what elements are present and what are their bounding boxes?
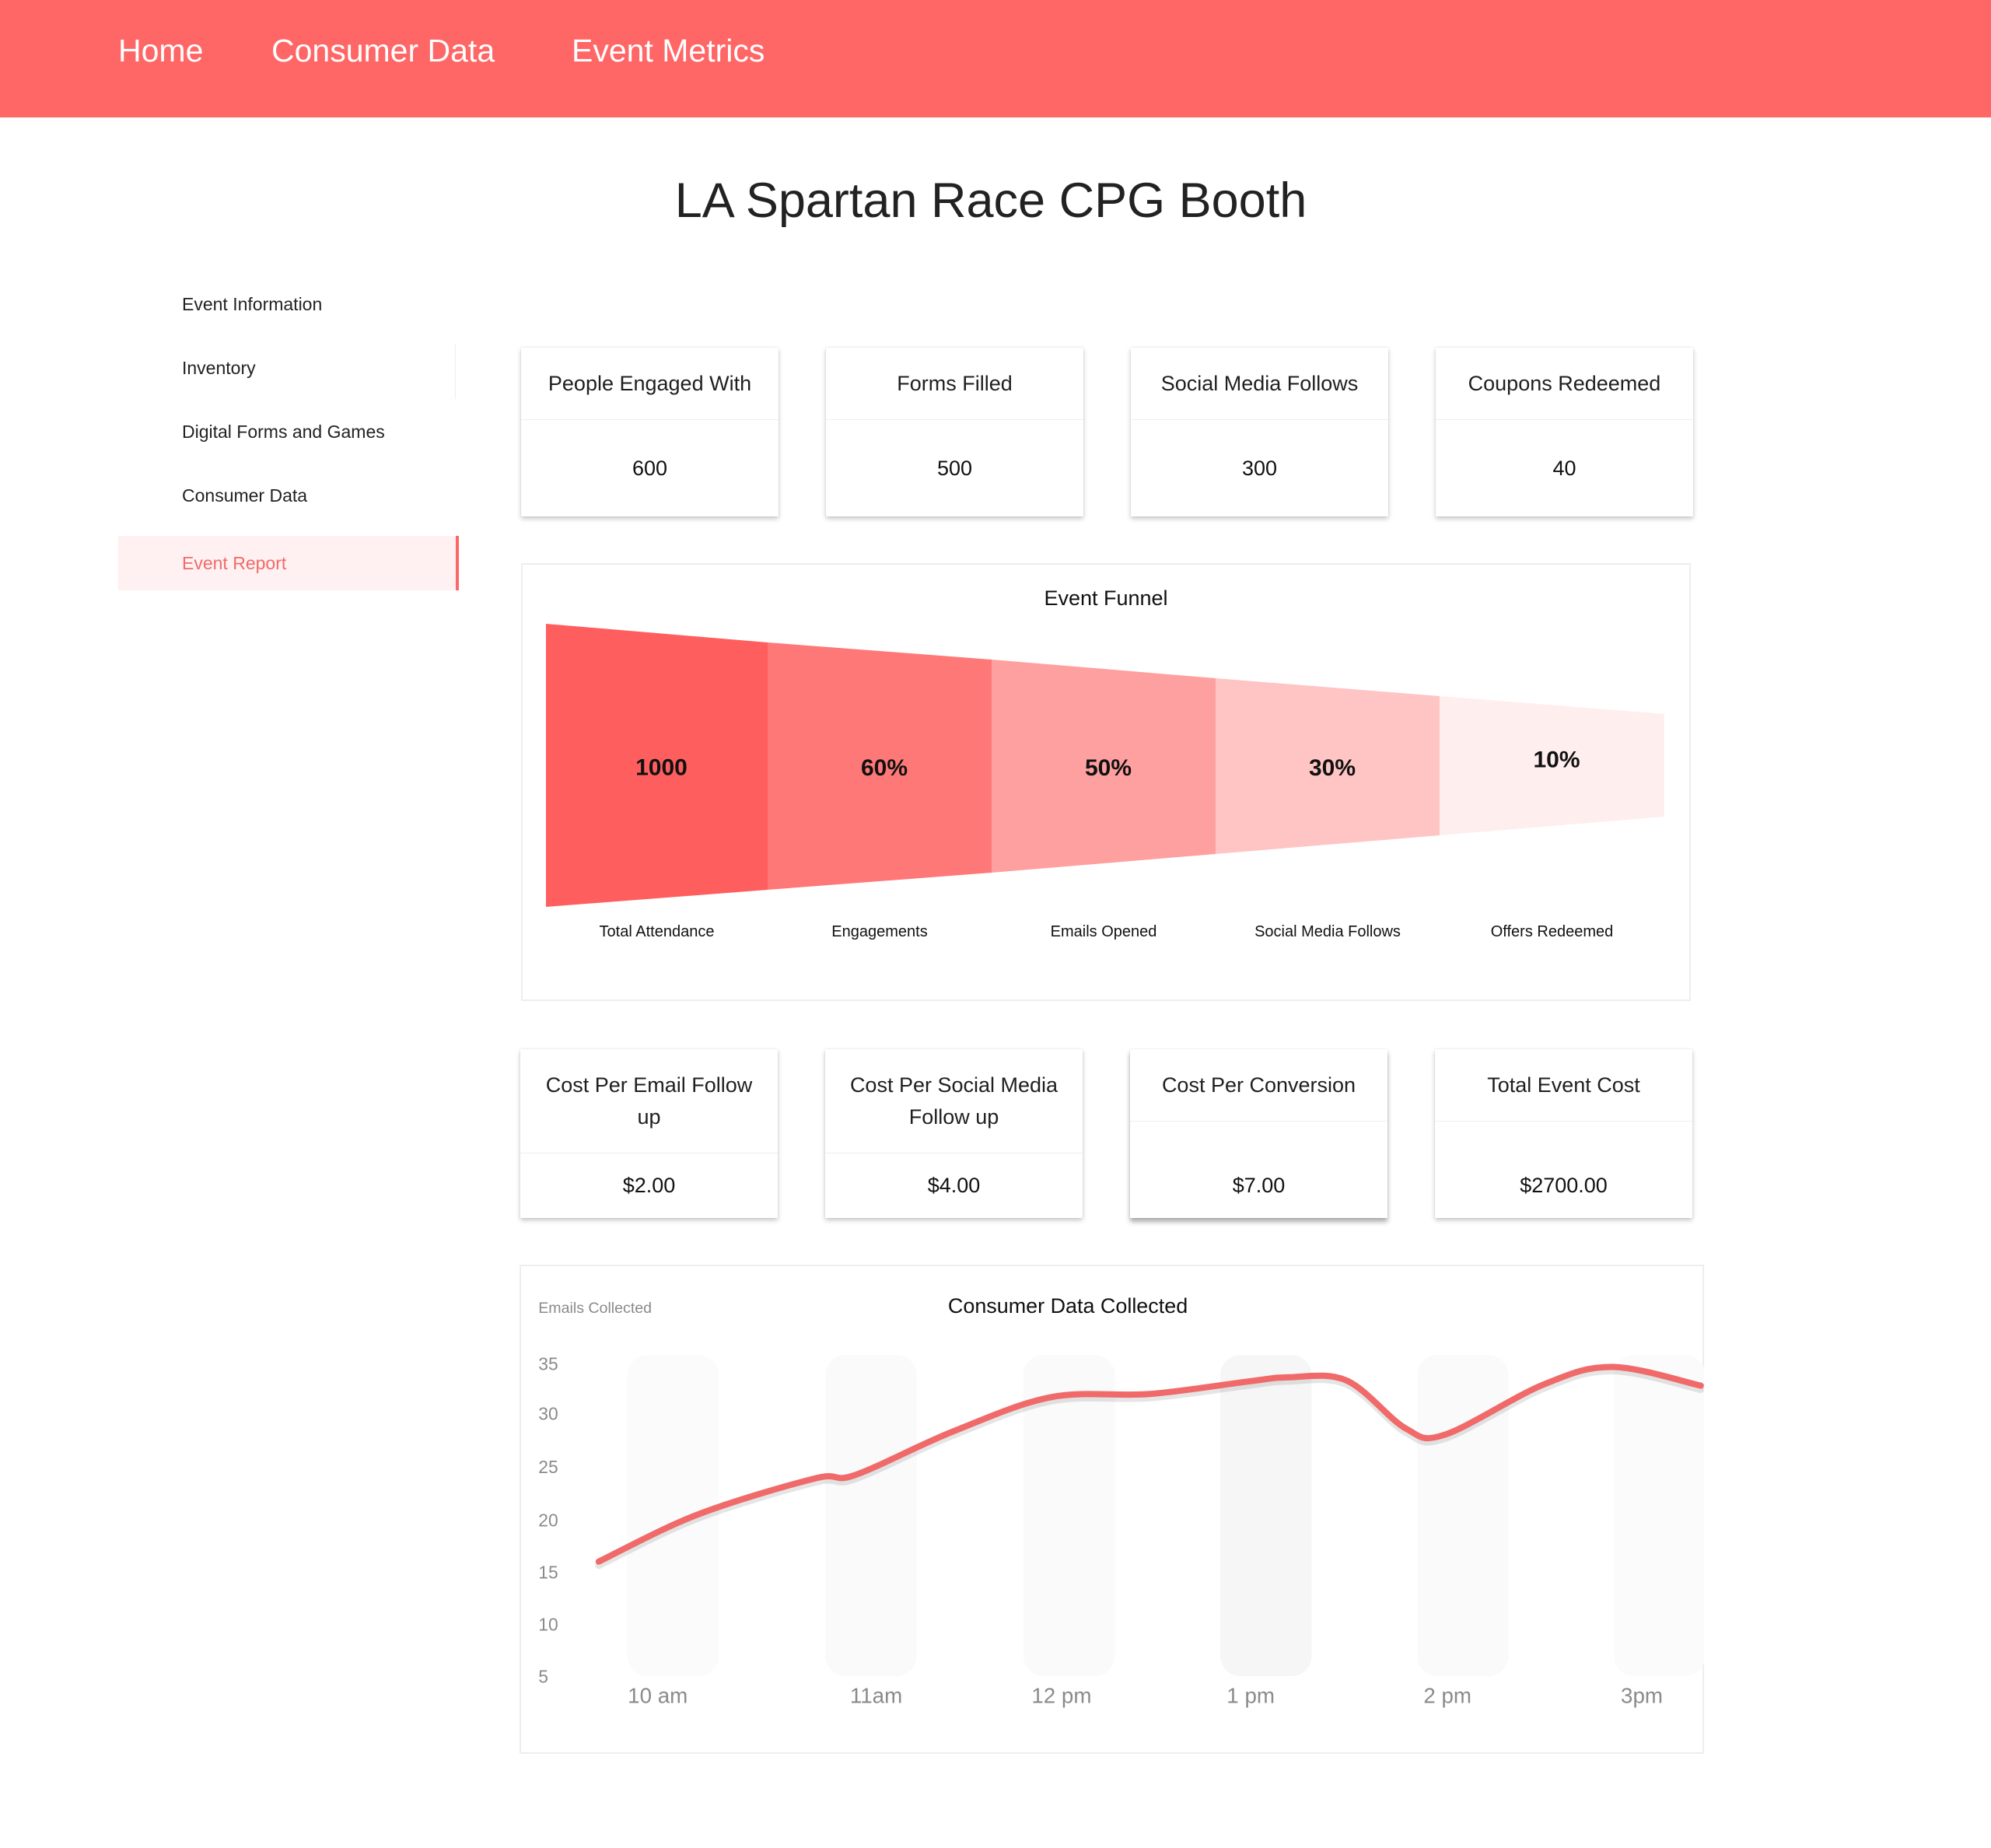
stat-card-label: Social Media Follows xyxy=(1131,348,1388,420)
sidebar-item-event-information[interactable]: Event Information xyxy=(182,294,323,314)
column-band xyxy=(1614,1355,1704,1677)
consumer-data-chart: Consumer Data Collected Emails Collected… xyxy=(538,1294,1704,1707)
funnel-value-label: 30% xyxy=(1309,755,1356,781)
funnel-segment-1 xyxy=(768,642,992,890)
event-funnel-chart: 1000 Total Attendance 60% Engagements 50% Ema… xyxy=(546,624,1664,940)
stat-card-forms-filled: Forms Filled 500 xyxy=(826,348,1083,516)
funnel-stage-label: Engagements xyxy=(831,923,927,940)
stat-card-label: Forms Filled xyxy=(826,348,1083,420)
column-band xyxy=(1023,1355,1115,1677)
x-tick-label: 3pm xyxy=(1621,1683,1663,1707)
stat-card-value: 500 xyxy=(936,456,973,480)
funnel-value-label: 60% xyxy=(861,755,908,781)
sidebar: Event Information Inventory Digital Form… xyxy=(118,281,459,600)
funnel-segment-2 xyxy=(992,660,1216,873)
stat-card-total-cost: Total Event Cost $2700.00 xyxy=(1435,1049,1692,1218)
stat-card-label: Cost Per Email Follow up xyxy=(520,1049,778,1153)
nav-home-link[interactable]: Home xyxy=(118,33,204,68)
stat-card-value: 300 xyxy=(1241,456,1278,480)
funnel-value-label: 10% xyxy=(1533,747,1580,772)
x-tick-label: 11am xyxy=(850,1683,902,1707)
column-band xyxy=(1417,1355,1509,1677)
stat-card-label: Total Event Cost xyxy=(1435,1049,1692,1122)
sidebar-divider xyxy=(455,345,456,399)
stat-card-social-follows: Social Media Follows 300 xyxy=(1131,348,1388,516)
stat-card-value: 600 xyxy=(632,456,668,480)
sidebar-item-event-report[interactable]: Event Report xyxy=(118,536,459,590)
sidebar-item-consumer-data[interactable]: Consumer Data xyxy=(182,485,308,506)
column-band xyxy=(1219,1355,1312,1677)
stat-card-value: $2.00 xyxy=(622,1174,676,1197)
x-tick-label: 1 pm xyxy=(1226,1683,1275,1707)
y-tick-label: 30 xyxy=(538,1403,558,1423)
funnel-value-label: 1000 xyxy=(635,755,688,781)
nav-event-metrics-link[interactable]: Event Metrics xyxy=(572,33,765,68)
funnel-stage-label: Social Media Follows xyxy=(1254,923,1401,940)
y-tick-label: 20 xyxy=(538,1510,558,1530)
stat-card-value: 40 xyxy=(1552,456,1576,480)
stat-card-label: People Engaged With xyxy=(521,348,779,420)
funnel-segment-3 xyxy=(1216,678,1440,854)
funnel-stage-label: Offers Redeemed xyxy=(1491,923,1614,940)
sidebar-item-digital-forms[interactable]: Digital Forms and Games xyxy=(182,422,385,442)
stat-card-people-engaged: People Engaged With 600 xyxy=(521,348,779,516)
event-funnel-title: Event Funnel xyxy=(1044,586,1168,610)
series-line-emails xyxy=(595,1363,1704,1565)
x-tick-label: 10 am xyxy=(628,1683,688,1707)
y-tick-label: 25 xyxy=(538,1457,558,1477)
x-tick-label: 12 pm xyxy=(1031,1683,1091,1707)
sidebar-item-inventory[interactable]: Inventory xyxy=(182,358,256,378)
stat-card-label: Cost Per Conversion xyxy=(1130,1049,1387,1122)
column-band xyxy=(825,1355,917,1677)
funnel-stage-label: Emails Opened xyxy=(1051,923,1157,940)
page-title: LA Spartan Race CPG Booth xyxy=(674,173,1307,228)
funnel-stage-label: Total Attendance xyxy=(600,923,715,940)
y-tick-label: 5 xyxy=(538,1666,548,1686)
nav-consumer-data-link[interactable]: Consumer Data xyxy=(271,33,495,68)
stat-card-cost-email: Cost Per Email Follow up $2.00 xyxy=(520,1049,778,1218)
stat-card-cost-conversion: Cost Per Conversion $7.00 xyxy=(1130,1049,1387,1218)
series-line-shadow xyxy=(595,1367,1704,1570)
stat-card-label: Coupons Redeemed xyxy=(1436,348,1693,420)
y-tick-label: 35 xyxy=(538,1354,558,1374)
y-tick-label: 15 xyxy=(538,1562,558,1582)
stat-card-cost-social: Cost Per Social Media Follow up $4.00 xyxy=(825,1049,1083,1218)
chart-title: Consumer Data Collected xyxy=(948,1294,1188,1318)
stat-card-coupons-redeemed: Coupons Redeemed 40 xyxy=(1436,348,1693,516)
y-tick-label: 10 xyxy=(538,1614,558,1634)
funnel-value-label: 50% xyxy=(1085,755,1132,781)
stat-card-label: Cost Per Social Media Follow up xyxy=(825,1049,1083,1153)
top-navbar: Home Consumer Data Event Metrics xyxy=(0,0,1991,117)
y-axis-label: Emails Collected xyxy=(538,1300,652,1317)
funnel-segment-0 xyxy=(546,624,768,907)
stat-card-value: $2700.00 xyxy=(1520,1174,1608,1197)
funnel-segment-4 xyxy=(1440,696,1664,835)
stat-card-value: $7.00 xyxy=(1232,1174,1286,1197)
column-band xyxy=(627,1355,719,1677)
stat-card-value: $4.00 xyxy=(927,1174,981,1197)
x-tick-label: 2 pm xyxy=(1423,1683,1471,1707)
